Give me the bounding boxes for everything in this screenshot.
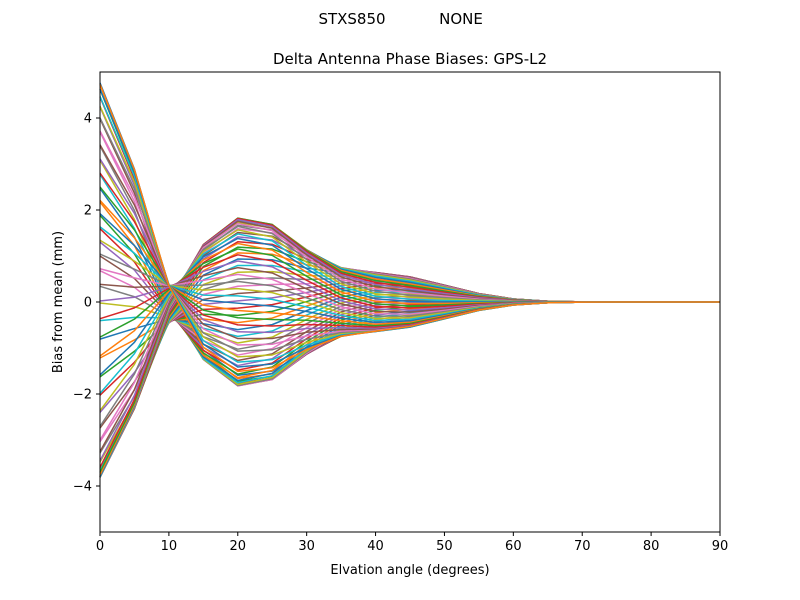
chart-title: Delta Antenna Phase Biases: GPS-L2 — [273, 50, 547, 68]
x-tick-label: 50 — [436, 539, 453, 554]
y-tick-label: 2 — [84, 204, 92, 219]
y-tick-label: −4 — [73, 480, 92, 495]
y-tick-label: 0 — [84, 296, 92, 311]
y-axis-label: Bias from mean (mm) — [51, 231, 66, 373]
x-tick-label: 10 — [161, 539, 178, 554]
y-tick-label: −2 — [73, 388, 92, 403]
y-tick-label: 4 — [84, 112, 92, 127]
series-line — [99, 84, 720, 373]
series-layer — [99, 82, 720, 478]
x-axis: 0 10 20 30 40 50 60 70 80 90 — [96, 532, 728, 554]
x-axis-label: Elvation angle (degrees) — [330, 563, 489, 578]
x-tick-label: 80 — [643, 539, 660, 554]
x-tick-label: 70 — [574, 539, 591, 554]
x-tick-label: 40 — [367, 539, 384, 554]
suptitle-right: NONE — [439, 10, 483, 28]
x-tick-label: 0 — [96, 539, 104, 554]
x-tick-label: 30 — [298, 539, 315, 554]
x-tick-label: 90 — [712, 539, 729, 554]
x-tick-label: 20 — [230, 539, 247, 554]
x-tick-label: 60 — [505, 539, 522, 554]
y-axis: −4 −2 0 2 4 — [73, 112, 100, 495]
suptitle-left: STXS850 — [318, 10, 385, 28]
